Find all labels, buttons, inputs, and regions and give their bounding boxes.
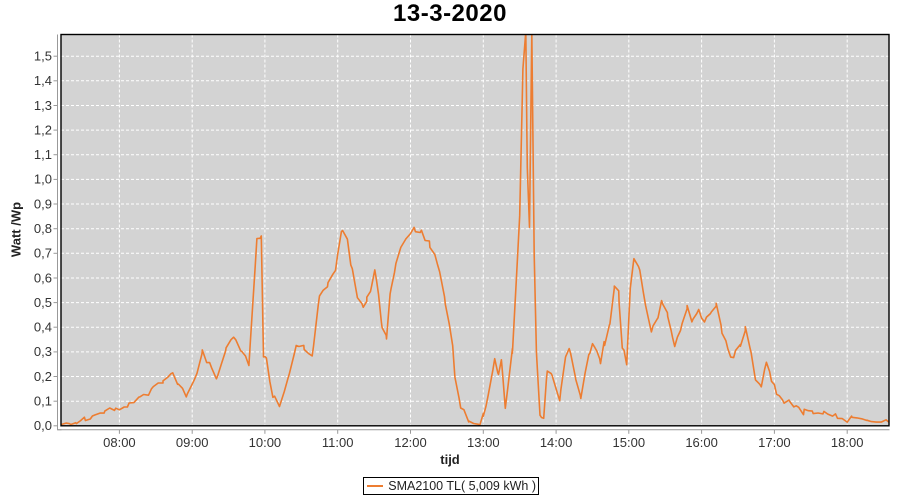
svg-text:1,1: 1,1 xyxy=(34,147,52,162)
svg-text:0,4: 0,4 xyxy=(34,320,52,335)
svg-text:0,6: 0,6 xyxy=(34,270,52,285)
svg-text:0,8: 0,8 xyxy=(34,221,52,236)
svg-text:0,2: 0,2 xyxy=(34,369,52,384)
svg-text:0,5: 0,5 xyxy=(34,295,52,310)
svg-text:1,4: 1,4 xyxy=(34,73,52,88)
svg-text:1,0: 1,0 xyxy=(34,172,52,187)
svg-text:12:00: 12:00 xyxy=(394,435,427,450)
svg-text:15:00: 15:00 xyxy=(613,435,646,450)
svg-text:09:00: 09:00 xyxy=(176,435,209,450)
svg-text:11:00: 11:00 xyxy=(322,435,354,450)
svg-text:14:00: 14:00 xyxy=(540,435,573,450)
svg-text:13:00: 13:00 xyxy=(467,435,500,450)
svg-text:0,0: 0,0 xyxy=(34,418,52,433)
svg-text:08:00: 08:00 xyxy=(103,435,136,450)
svg-text:18:00: 18:00 xyxy=(831,435,864,450)
svg-text:0,9: 0,9 xyxy=(34,196,52,211)
svg-text:0,1: 0,1 xyxy=(34,394,52,409)
svg-text:17:00: 17:00 xyxy=(758,435,791,450)
svg-text:1,2: 1,2 xyxy=(34,122,52,137)
svg-text:0,3: 0,3 xyxy=(34,344,52,359)
svg-text:0,7: 0,7 xyxy=(34,246,52,261)
svg-text:1,5: 1,5 xyxy=(34,49,52,64)
svg-text:10:00: 10:00 xyxy=(249,435,282,450)
svg-text:16:00: 16:00 xyxy=(685,435,718,450)
svg-text:1,3: 1,3 xyxy=(34,98,52,113)
